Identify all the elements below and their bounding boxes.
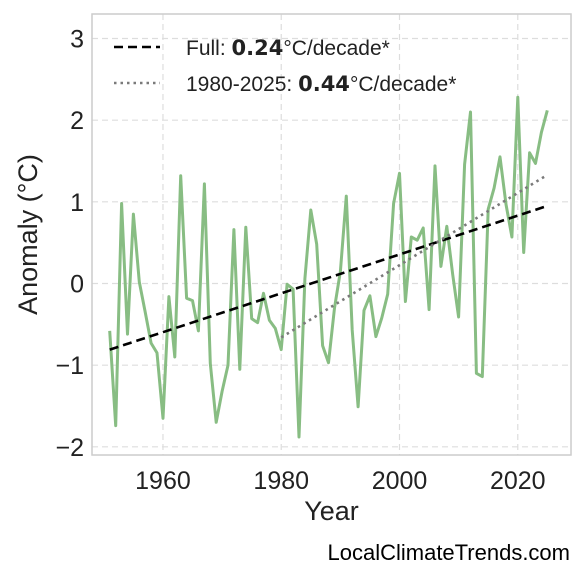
y-tick-label: −2 [55,434,84,462]
y-axis-label: Anomaly (°C) [13,154,43,315]
x-tick-label: 2020 [490,467,546,495]
legend-entry: 1980-2025: 0.44°C/decade* [186,72,456,96]
y-tick-label: −1 [55,352,84,380]
y-tick-label: 1 [70,189,84,217]
x-tick-label: 1980 [253,467,309,495]
x-axis-label: Year [304,496,359,526]
full-trend-line [109,204,548,351]
y-tick-label: 2 [70,107,84,135]
y-tick-label: 3 [70,26,84,54]
grid-lines [92,14,571,455]
recent-trend-line [280,173,549,339]
y-tick-labels: −2 −1 0 1 2 3 [55,26,84,462]
anomaly-series-line [108,95,549,439]
trend-layer [109,173,549,351]
x-tick-label: 1960 [135,467,191,495]
x-tick-label: 2000 [372,467,428,495]
x-tick-labels: 1960 1980 2000 2020 [135,467,545,495]
legend: Full: 0.24°C/decade* 1980-2025: 0.44°C/de… [114,36,456,96]
legend-entry: Full: 0.24°C/decade* [186,36,390,60]
plot-frame [91,13,572,456]
series-layer [108,95,549,439]
y-tick-label: 0 [70,271,84,299]
credit-text: LocalClimateTrends.com [328,540,571,565]
